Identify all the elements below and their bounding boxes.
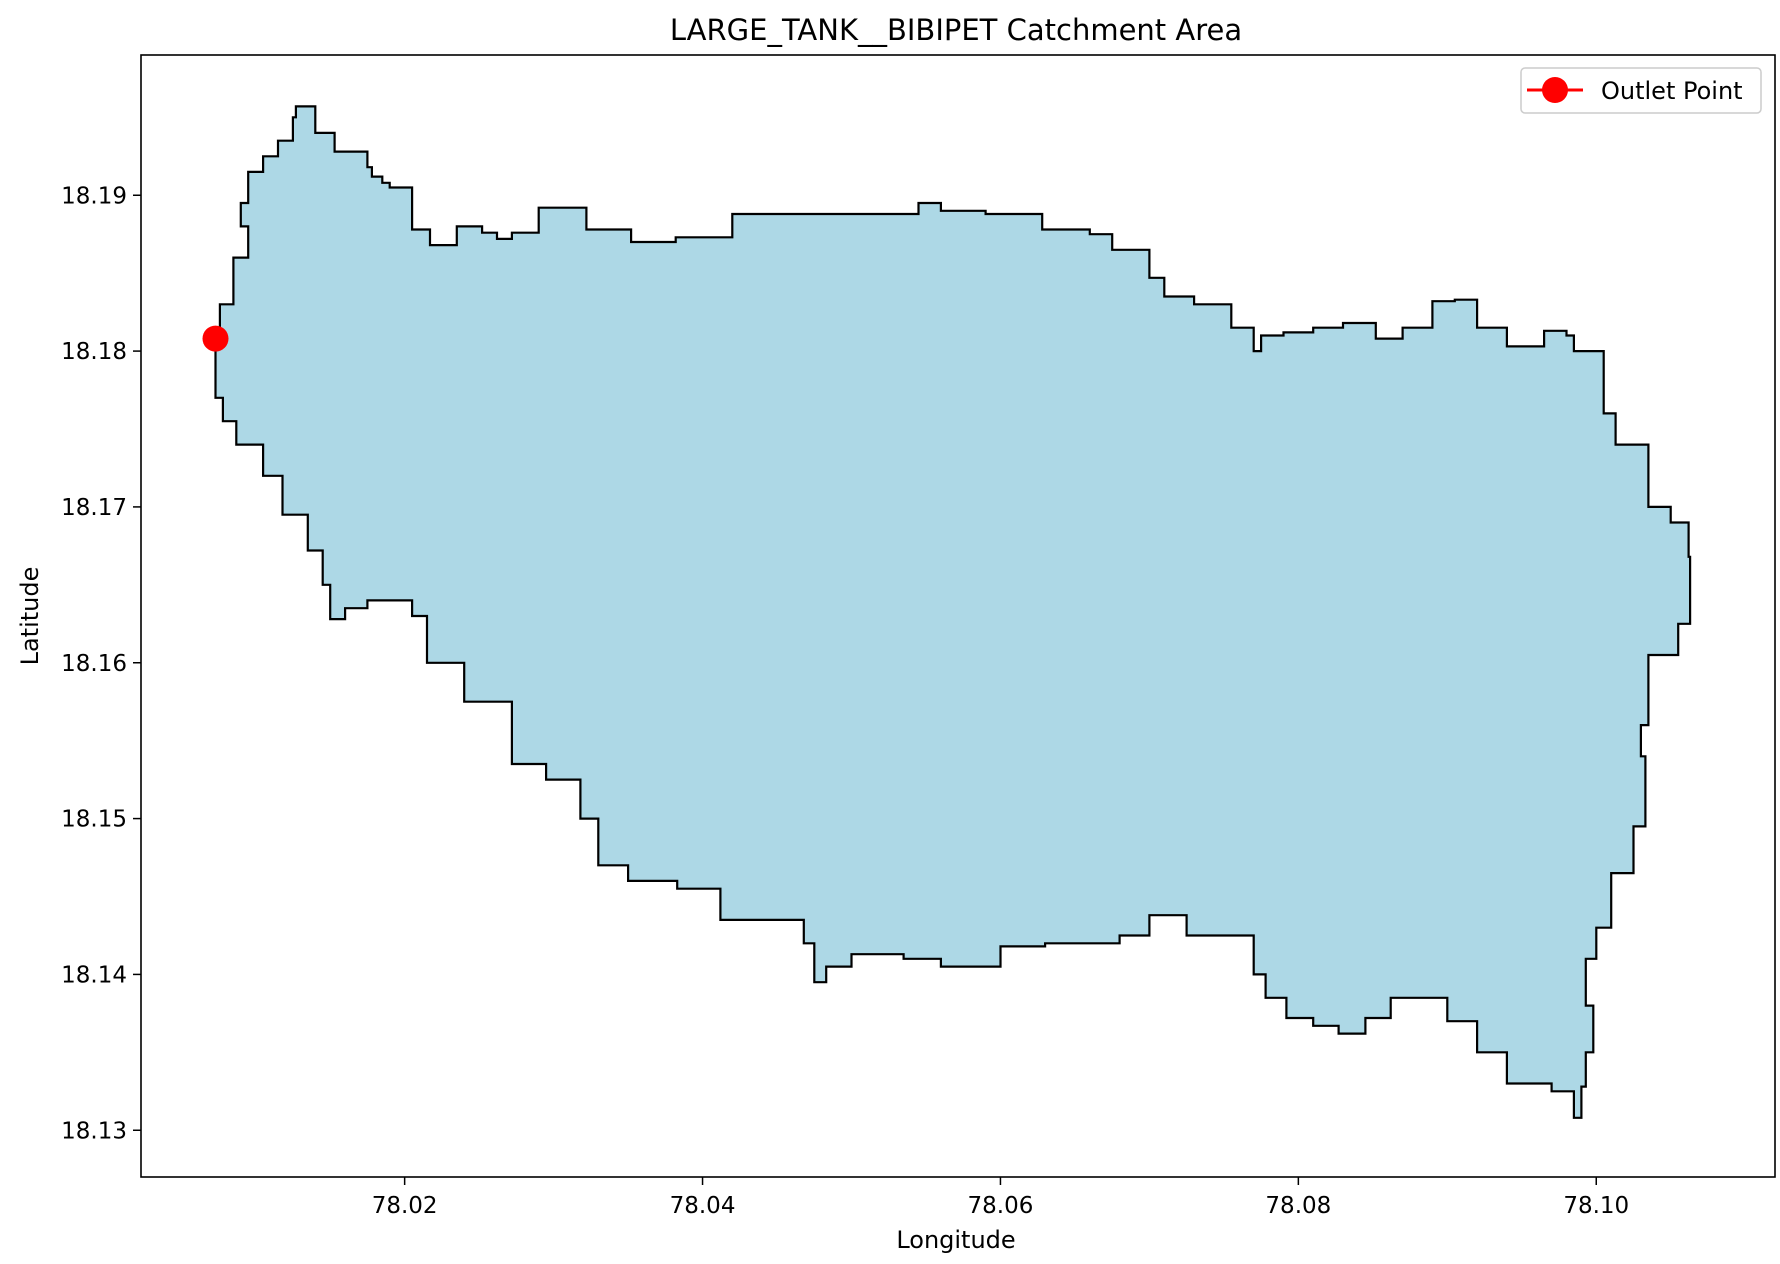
legend-label-outlet-point: Outlet Point (1601, 77, 1743, 105)
x-tick-label: 78.02 (372, 1193, 438, 1219)
y-tick-label: 18.15 (61, 807, 127, 833)
y-tick-label: 18.16 (61, 651, 127, 677)
x-tick-label: 78.10 (1563, 1193, 1629, 1219)
outlet-point-marker (202, 325, 229, 352)
y-tick-label: 18.13 (61, 1118, 127, 1144)
plot-area (140, 54, 1776, 1178)
chart-title: LARGE_TANK__BIBIPET Catchment Area (670, 13, 1242, 47)
x-tick-label: 78.08 (1265, 1193, 1331, 1219)
legend: Outlet Point (1520, 67, 1762, 114)
y-axis: 18.13 18.14 18.15 18.16 18.17 18.18 18.19 (61, 183, 141, 1144)
legend-box (1520, 67, 1762, 114)
y-axis-label: Latitude (16, 567, 44, 666)
x-axis: 78.02 78.04 78.06 78.08 78.10 (372, 1177, 1629, 1219)
y-tick-label: 18.18 (61, 339, 127, 365)
x-tick-label: 78.06 (968, 1193, 1034, 1219)
y-tick-label: 18.17 (61, 495, 127, 521)
legend-marker-swatch (1542, 77, 1568, 103)
y-tick-label: 18.19 (61, 183, 127, 209)
x-tick-label: 78.04 (670, 1193, 736, 1219)
catchment-polygon (214, 105, 1692, 1119)
x-axis-label: Longitude (896, 1226, 1015, 1254)
axes-frame (140, 54, 1776, 1178)
y-tick-label: 18.14 (61, 962, 127, 988)
